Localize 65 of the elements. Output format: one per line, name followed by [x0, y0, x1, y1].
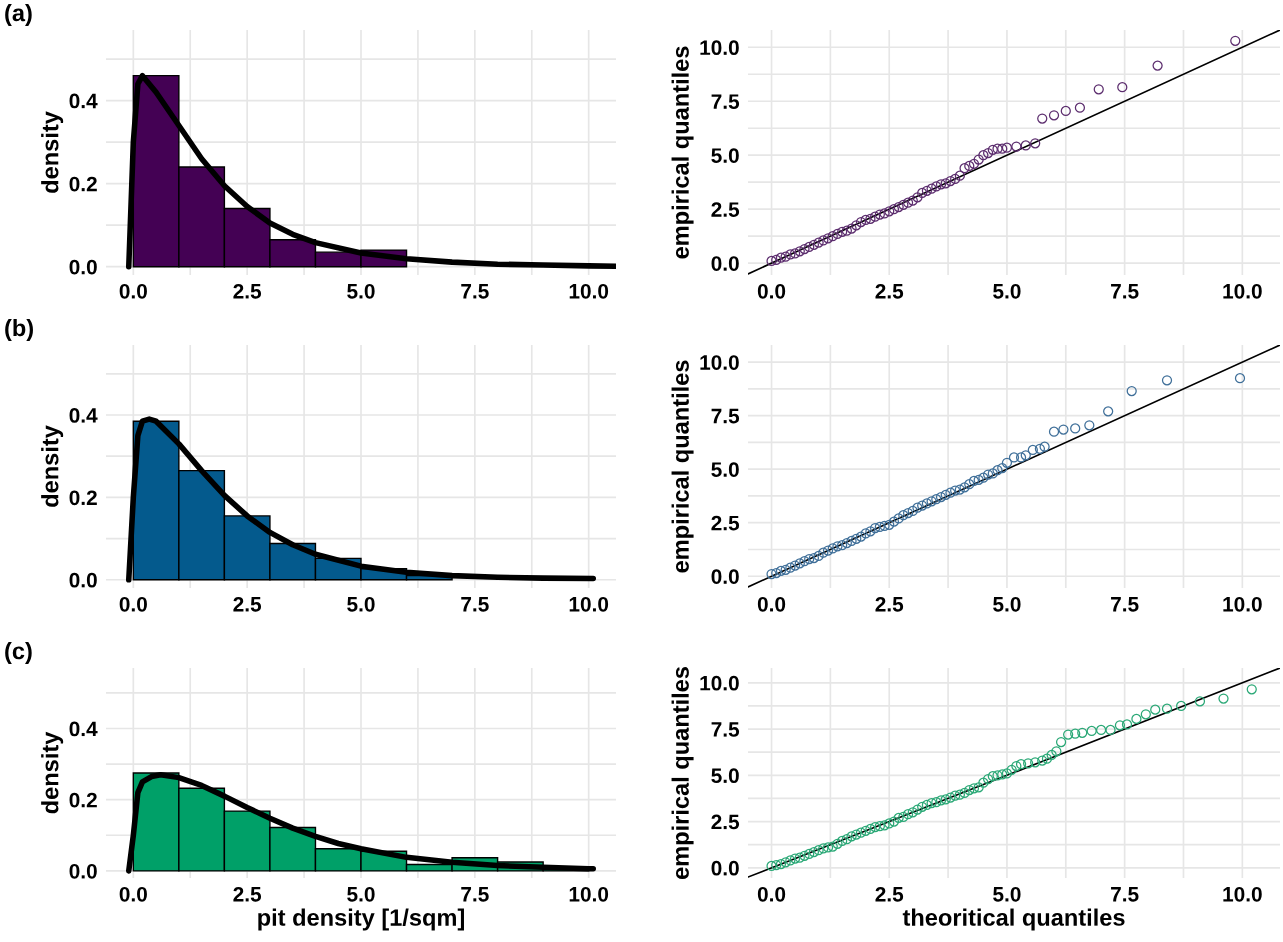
y-tick-label: 0.4: [69, 721, 98, 737]
x-tick-label: 7.5: [1111, 887, 1139, 902]
x-tick-label: 10.0: [1223, 886, 1262, 902]
x-tick-label: 2.5: [875, 283, 904, 299]
y-tick-label: 10.0: [700, 675, 739, 691]
x-tick-label: 10.0: [569, 283, 609, 299]
y-tick-label: 2.5: [711, 814, 740, 830]
x-tick-label: 0.0: [757, 596, 786, 612]
y-tick-label: 0.2: [69, 176, 97, 192]
x-tick-label: 5.0: [347, 886, 375, 902]
x-tick-label: 7.5: [461, 597, 489, 612]
y-tick-label: 10.0: [700, 355, 739, 370]
x-tick-label: 5.0: [993, 596, 1021, 612]
y-tick-label: 5.0: [711, 462, 739, 477]
x-tick-label: 7.5: [1111, 284, 1139, 299]
y-tick-label: 0.4: [69, 408, 98, 423]
x-tick-label: 10.0: [1223, 283, 1262, 299]
y-tick-label: 0.2: [69, 792, 97, 808]
y-tick-label: 7.5: [711, 722, 740, 737]
y-axis-title: empirical quantiles: [671, 46, 694, 259]
y-tick-label: 2.5: [711, 515, 740, 531]
y-axis-title: empirical quantiles: [671, 360, 694, 573]
y-tick-label: 0.4: [69, 93, 98, 109]
y-tick-label: 5.0: [711, 148, 739, 163]
x-tick-label: 5.0: [347, 283, 375, 299]
x-tick-label: 2.5: [233, 283, 262, 299]
x-tick-label: 0.0: [119, 596, 147, 612]
chart-title: (a): [5, 3, 32, 26]
y-tick-label: 0.2: [69, 490, 97, 506]
x-tick-label: 5.0: [347, 596, 375, 612]
chart-title: (c): [5, 641, 32, 664]
x-tick-label: 0.0: [757, 886, 786, 902]
x-tick-label: 7.5: [461, 284, 489, 299]
x-axis-title: pit density [1/sqm]: [258, 908, 464, 931]
y-axis-title: density: [41, 425, 64, 507]
x-tick-label: 10.0: [569, 886, 609, 902]
x-tick-label: 2.5: [875, 596, 904, 612]
x-tick-label: 10.0: [569, 596, 609, 612]
y-tick-label: 0.0: [69, 863, 97, 879]
y-tick-label: 0.0: [69, 572, 97, 588]
y-tick-label: 0.0: [711, 860, 739, 876]
y-axis-title: empirical quantiles: [671, 667, 694, 880]
x-tick-label: 7.5: [461, 887, 489, 902]
x-tick-label: 2.5: [233, 886, 262, 902]
y-tick-label: 0.0: [711, 569, 739, 584]
y-tick-label: 7.5: [711, 408, 740, 424]
x-tick-label: 10.0: [1223, 596, 1262, 612]
x-tick-label: 5.0: [993, 283, 1021, 299]
y-tick-label: 2.5: [711, 202, 740, 217]
x-axis-title: theoritical quantiles: [902, 908, 1125, 931]
y-tick-label: 10.0: [700, 40, 739, 56]
x-tick-label: 0.0: [757, 283, 786, 299]
y-axis-title: density: [41, 111, 64, 193]
x-tick-label: 2.5: [875, 886, 904, 902]
x-tick-label: 2.5: [233, 596, 262, 612]
y-tick-label: 5.0: [711, 768, 739, 784]
y-axis-title: density: [41, 731, 64, 814]
x-tick-label: 0.0: [119, 886, 147, 902]
chart-title: (b): [5, 318, 33, 341]
y-tick-label: 0.0: [69, 259, 97, 275]
y-tick-label: 0.0: [711, 256, 739, 271]
x-tick-label: 0.0: [119, 283, 147, 299]
y-tick-label: 7.5: [711, 94, 740, 109]
x-tick-label: 7.5: [1111, 597, 1139, 612]
x-tick-label: 5.0: [993, 886, 1021, 902]
